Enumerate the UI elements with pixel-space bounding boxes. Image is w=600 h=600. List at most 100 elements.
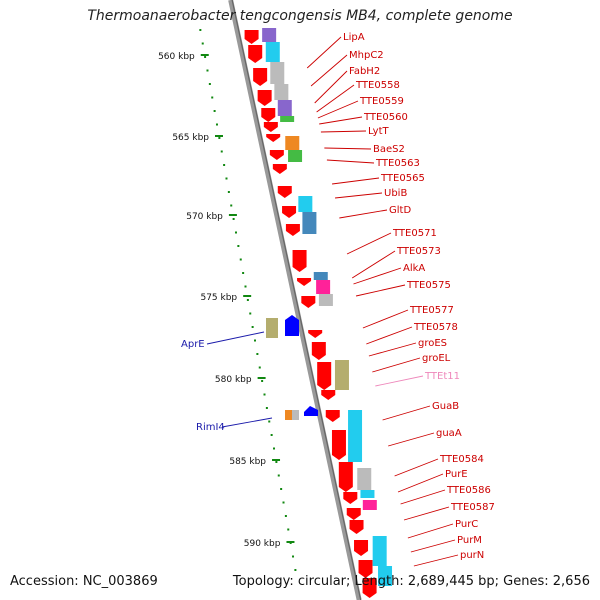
gene-label-leader — [324, 147, 372, 150]
gene-label: TTE0578 — [413, 322, 458, 333]
gene-label: TTE0563 — [375, 158, 420, 169]
gene-label: TTE0573 — [396, 246, 441, 257]
scale-dot — [284, 515, 287, 517]
scale-dot — [199, 29, 202, 31]
gene-label-leader — [353, 267, 402, 285]
category-box — [348, 410, 363, 462]
gene-label-leader — [335, 192, 383, 199]
gene-arrow — [282, 206, 297, 218]
gene-label: guaA — [436, 428, 462, 439]
gene-arrow — [325, 410, 340, 422]
category-box — [280, 116, 295, 122]
category-box — [372, 536, 387, 566]
gene-label: TTE0587 — [450, 502, 495, 513]
gene-arrow — [311, 342, 326, 360]
scale-dot — [211, 96, 214, 99]
scale-dot — [268, 420, 271, 423]
gene-label: FabH2 — [349, 66, 380, 77]
gene-arrow — [257, 90, 272, 106]
gene-arrow-reverse — [304, 406, 318, 416]
gene-label: TTE0559 — [359, 96, 404, 107]
scale-dot — [282, 501, 285, 504]
gene-arrow — [301, 296, 316, 308]
scale-tick-label: 590 kbp — [244, 539, 281, 549]
gene-label-leader — [319, 116, 363, 125]
gene-label: GuaB — [432, 401, 459, 412]
gene-label: groEL — [422, 353, 451, 364]
gene-arrow — [331, 430, 346, 460]
gene-arrow-reverse — [285, 315, 299, 336]
gene-label-leader — [362, 309, 409, 329]
scale-dot — [201, 42, 204, 45]
gene-label-leader — [314, 70, 348, 104]
scale-dot — [256, 353, 259, 355]
category-box — [277, 100, 292, 116]
gene-label-leader — [351, 250, 396, 279]
gene-label: TTE0586 — [446, 485, 491, 496]
gene-label: PurM — [457, 535, 482, 546]
scale-dot — [204, 56, 207, 58]
scale-tick-label: 580 kbp — [215, 375, 252, 385]
scale-dot — [218, 137, 221, 139]
gene-label-leader — [339, 209, 388, 219]
category-box — [262, 28, 277, 42]
gene-label-leader — [346, 232, 392, 255]
gene-label-leader — [366, 326, 413, 345]
gene-label: TTE0577 — [409, 305, 454, 316]
accession-label: Accession: NC_003869 — [10, 574, 158, 589]
scale-dot — [265, 407, 268, 409]
scale-tick-label: 560 kbp — [158, 52, 195, 62]
genome-backbone — [228, 0, 362, 600]
category-box — [316, 280, 331, 294]
gene-label-leader — [394, 458, 439, 477]
scale-dot — [275, 461, 278, 463]
scale-dot — [258, 366, 261, 369]
gene-label: groES — [418, 338, 447, 349]
gene-arrow — [343, 492, 358, 504]
gene-label-leader — [407, 523, 454, 539]
category-box — [360, 490, 375, 498]
gene-label-leader — [368, 342, 417, 357]
forward-gene-arrows — [244, 30, 377, 598]
gene-label-leader — [375, 375, 424, 387]
scale-dot — [294, 569, 297, 571]
gene-label-leader — [403, 506, 450, 521]
gene-label-leader — [382, 405, 431, 421]
scale-tick-label: 570 kbp — [186, 212, 223, 222]
gene-arrow — [248, 45, 263, 63]
category-box — [292, 410, 299, 420]
gene-label: PurC — [455, 519, 478, 530]
scale-dot — [244, 285, 247, 288]
gene-label: LipA — [343, 32, 365, 43]
scale-dot — [225, 177, 228, 180]
category-box — [285, 410, 292, 420]
gene-label: TTE0575 — [406, 280, 451, 291]
gene-arrow — [285, 224, 300, 236]
gene-label-leader — [400, 489, 446, 505]
category-box — [265, 42, 280, 62]
gene-label: LytT — [368, 126, 389, 137]
gene-label-leader — [310, 54, 348, 87]
gene-arrow — [277, 186, 292, 198]
gene-label-leader — [317, 100, 359, 119]
gene-label: AlkA — [403, 263, 425, 274]
gene-label-leader — [316, 84, 355, 113]
scale-dot — [251, 326, 254, 328]
category-box — [288, 150, 303, 162]
gene-label-leader — [413, 554, 459, 567]
gene-label-leader — [388, 432, 435, 447]
scale-dot — [273, 447, 276, 450]
gene-label-leader — [326, 159, 375, 164]
scale-dot — [232, 218, 235, 220]
scale-tick-label: 575 kbp — [200, 293, 237, 303]
scale-dot — [263, 393, 266, 396]
gene-arrow — [338, 462, 353, 492]
gene-arrow — [358, 560, 373, 578]
gene-arrow — [292, 250, 307, 272]
scale-dot — [223, 164, 226, 166]
gene-label: TTEt11 — [424, 371, 460, 382]
gene-arrow — [272, 164, 287, 174]
gene-label-leader — [397, 473, 444, 493]
gene-label: TTE0558 — [355, 80, 400, 91]
gene-label: TTE0565 — [380, 173, 425, 184]
